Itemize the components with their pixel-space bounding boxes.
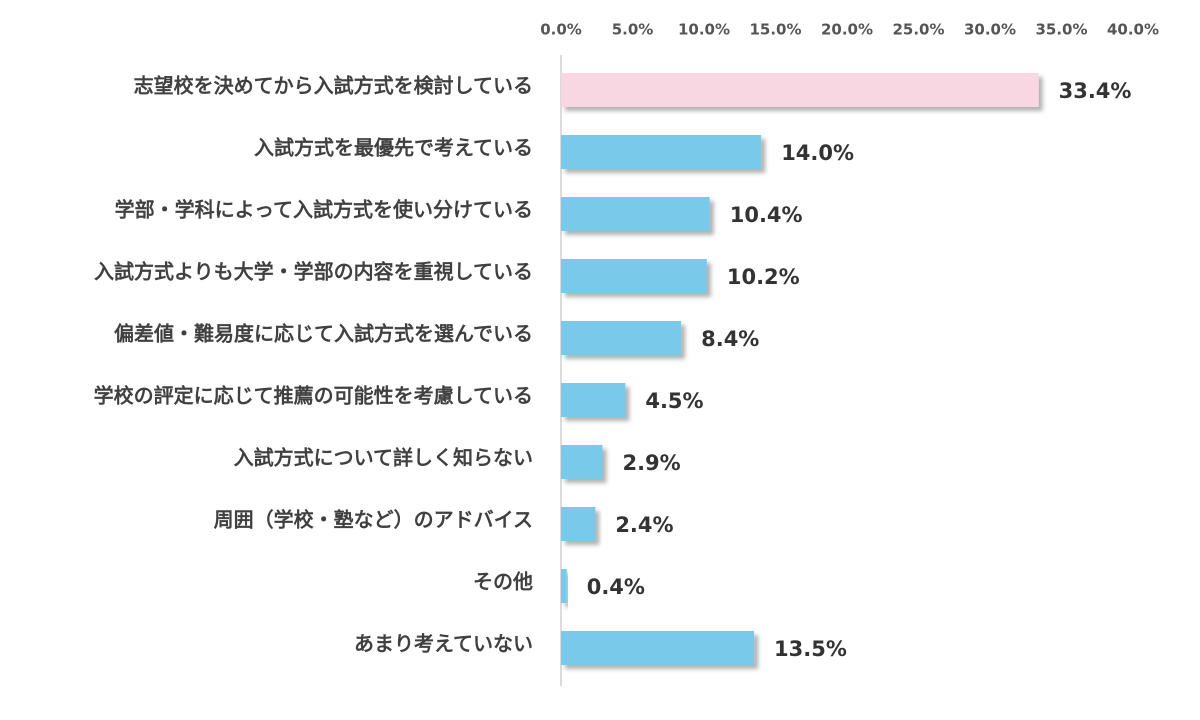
bar <box>561 569 567 603</box>
value-label: 14.0% <box>781 141 854 165</box>
x-tick-label: 0.0% <box>540 21 582 39</box>
category-label: 入試方式について詳しく知らない <box>234 446 533 470</box>
bar <box>561 197 710 231</box>
bar <box>561 383 626 417</box>
x-tick-label: 10.0% <box>678 21 730 39</box>
value-label: 8.4% <box>701 327 759 351</box>
value-label: 0.4% <box>587 575 645 599</box>
x-tick-label: 5.0% <box>612 21 654 39</box>
bar <box>561 321 682 355</box>
bar <box>561 73 1039 107</box>
value-label: 33.4% <box>1059 79 1132 103</box>
value-label: 2.9% <box>622 451 680 475</box>
value-label: 2.4% <box>615 513 673 537</box>
value-label: 10.2% <box>727 265 800 289</box>
category-label: 入試方式を最優先で考えている <box>254 136 533 160</box>
bar <box>561 631 755 665</box>
value-label: 10.4% <box>730 203 803 227</box>
x-tick-label: 40.0% <box>1107 21 1159 39</box>
category-label: あまり考えていない <box>354 632 533 656</box>
x-tick-label: 20.0% <box>821 21 873 39</box>
x-tick-label: 15.0% <box>749 21 801 39</box>
x-tick-label: 30.0% <box>964 21 1016 39</box>
x-tick-label: 25.0% <box>892 21 944 39</box>
bar <box>561 135 762 169</box>
category-label: 入試方式よりも大学・学部の内容を重視している <box>94 260 533 284</box>
x-tick-label: 35.0% <box>1035 21 1087 39</box>
category-label: 志望校を決めてから入試方式を検討している <box>134 74 533 98</box>
category-label: その他 <box>473 570 533 594</box>
value-label: 13.5% <box>774 637 847 661</box>
bar <box>561 259 707 293</box>
value-label: 4.5% <box>645 389 703 413</box>
category-label: 偏差値・難易度に応じて入試方式を選んでいる <box>114 322 533 346</box>
bar <box>561 445 603 479</box>
category-label: 学校の評定に応じて推薦の可能性を考慮している <box>94 384 533 408</box>
bar <box>561 507 596 541</box>
category-label: 周囲（学校・塾など）のアドバイス <box>214 508 533 532</box>
category-label: 学部・学科によって入試方式を使い分けている <box>115 198 533 222</box>
